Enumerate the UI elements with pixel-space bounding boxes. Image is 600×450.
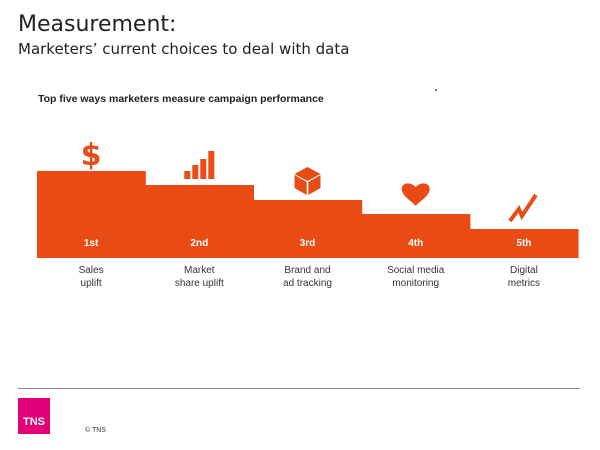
- bar-1: [37, 171, 146, 258]
- rank-label: 2nd: [190, 238, 208, 249]
- category-label: Market: [184, 265, 215, 276]
- cube-icon: [294, 167, 321, 195]
- ranking-chart: 1st Sales uplift $2nd Market share uplift 3rd B…: [37, 138, 579, 289]
- category-label: Social media: [387, 265, 445, 276]
- heart-icon: [401, 183, 430, 206]
- category-label: ad tracking: [283, 278, 332, 289]
- dollar-icon: $: [81, 138, 102, 173]
- slide-subtitle: Marketers’ current choices to deal with …: [18, 40, 350, 58]
- bar-chart-icon: [184, 151, 215, 179]
- category-label: metrics: [508, 278, 540, 289]
- zigzag-icon: [508, 193, 538, 223]
- category-label: share uplift: [175, 278, 224, 289]
- stray-dot: [435, 89, 437, 91]
- rank-label: 4th: [408, 238, 423, 249]
- bar-5: [469, 229, 579, 258]
- tns-logo: TNS: [18, 398, 50, 434]
- category-label: uplift: [81, 278, 102, 289]
- footer-divider: [18, 388, 580, 389]
- category-label: Sales: [79, 265, 104, 276]
- rank-label: 5th: [516, 238, 531, 249]
- category-label: Brand and: [284, 265, 330, 276]
- svg-text:$: $: [81, 138, 102, 173]
- copyright-text: © TNS: [85, 427, 106, 434]
- chart-title: Top five ways marketers measure campaign…: [38, 93, 324, 105]
- bar-3: [253, 200, 363, 258]
- slide-title: Measurement:: [18, 12, 177, 37]
- bar-2: [145, 185, 254, 258]
- category-label: Digital: [510, 265, 538, 276]
- rank-label: 1st: [84, 238, 99, 249]
- category-label: monitoring: [392, 278, 439, 289]
- rank-label: 3rd: [300, 238, 316, 249]
- bar-4: [361, 214, 471, 258]
